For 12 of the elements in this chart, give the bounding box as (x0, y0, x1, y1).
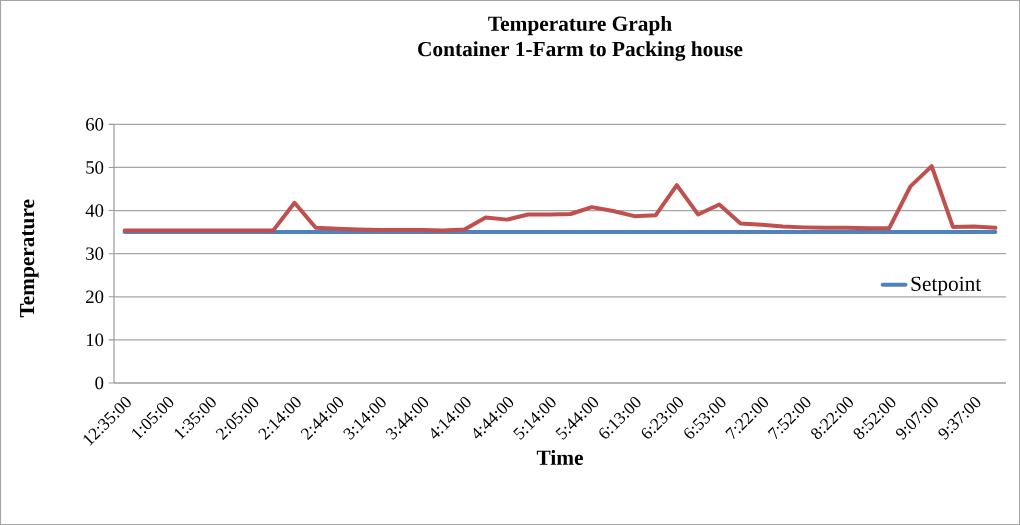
y-tick-label: 10 (86, 333, 104, 347)
y-tick-label: 60 (86, 118, 104, 131)
y-axis-title: Temperature (20, 199, 39, 318)
chart-title: Temperature Graph (488, 15, 672, 36)
y-tick-label: 30 (86, 247, 104, 260)
y-tick-label: 40 (85, 204, 104, 217)
y-tick-label: 50 (86, 161, 104, 174)
legend-label: Setpoint (911, 276, 982, 296)
y-tick-label: 20 (86, 290, 104, 304)
chart-subtitle: Container 1-Farm to Packing house (418, 41, 743, 61)
x-axis-title: Time (536, 449, 583, 465)
y-tick-label: 0 (95, 376, 104, 390)
